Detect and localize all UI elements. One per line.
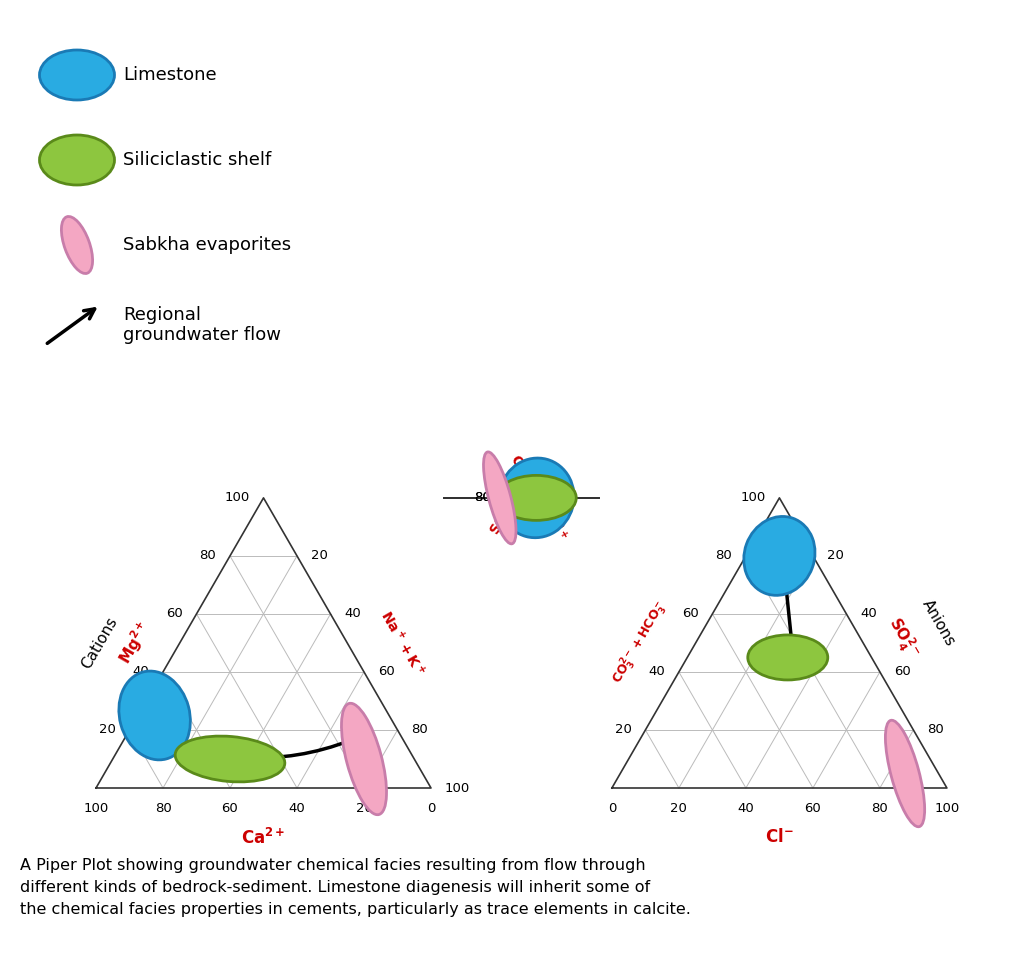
Text: $\mathbf{SO_4^{2-} + Cl^-}$: $\mathbf{SO_4^{2-} + Cl^-}$ — [484, 455, 546, 540]
Text: $\mathbf{Ca^{2+} + Mg^{2+}}$: $\mathbf{Ca^{2+} + Mg^{2+}}$ — [504, 451, 571, 545]
Text: 20: 20 — [506, 491, 523, 505]
Ellipse shape — [61, 217, 92, 273]
Text: 40: 40 — [521, 491, 539, 505]
Ellipse shape — [175, 736, 285, 782]
Text: 20: 20 — [614, 723, 632, 737]
Text: 40: 40 — [505, 491, 521, 505]
Text: Limestone: Limestone — [123, 66, 217, 84]
Text: $\mathbf{Na^+ + K^+}$: $\mathbf{Na^+ + K^+}$ — [377, 608, 428, 679]
Text: Cations: Cations — [79, 614, 121, 671]
Text: 80: 80 — [928, 723, 944, 737]
Text: 80: 80 — [715, 550, 732, 562]
Text: 100: 100 — [740, 491, 765, 505]
Text: $\mathbf{Mg^{2+}}$: $\mathbf{Mg^{2+}}$ — [114, 618, 156, 668]
Text: 20: 20 — [520, 491, 537, 505]
Text: 20: 20 — [827, 550, 844, 562]
Text: 100: 100 — [83, 802, 109, 815]
Ellipse shape — [40, 135, 115, 185]
Text: $\mathbf{Cl^{-}}$: $\mathbf{Cl^{-}}$ — [765, 828, 794, 846]
Text: 60: 60 — [489, 491, 506, 505]
Text: 60: 60 — [682, 608, 698, 620]
Text: 100: 100 — [224, 491, 250, 505]
Text: $\mathbf{CO_3^{2-} + HCO_3^-}$: $\mathbf{CO_3^{2-} + HCO_3^-}$ — [608, 598, 673, 689]
Text: 40: 40 — [521, 491, 539, 505]
Text: 100: 100 — [509, 469, 535, 482]
Text: 80: 80 — [552, 491, 569, 505]
Text: 20: 20 — [355, 802, 373, 815]
Text: 100: 100 — [934, 802, 959, 815]
Ellipse shape — [341, 703, 386, 815]
Text: Siliciclastic shelf: Siliciclastic shelf — [123, 151, 271, 169]
Text: 100: 100 — [445, 782, 470, 794]
Text: 60: 60 — [894, 665, 910, 679]
Text: 60: 60 — [537, 491, 554, 505]
Text: 60: 60 — [489, 491, 506, 505]
Text: A Piper Plot showing groundwater chemical facies resulting from flow through
dif: A Piper Plot showing groundwater chemica… — [20, 858, 691, 918]
Text: 60: 60 — [221, 802, 239, 815]
Ellipse shape — [499, 458, 574, 537]
Ellipse shape — [40, 50, 115, 100]
Text: 80: 80 — [474, 491, 490, 505]
Ellipse shape — [886, 720, 925, 827]
Text: 20: 20 — [311, 550, 328, 562]
Text: 80: 80 — [200, 550, 216, 562]
Text: 0: 0 — [607, 802, 616, 815]
Text: 80: 80 — [412, 723, 428, 737]
Text: 20: 20 — [520, 491, 537, 505]
Text: 40: 40 — [289, 802, 305, 815]
Text: Regional
groundwater flow: Regional groundwater flow — [123, 305, 281, 345]
Ellipse shape — [119, 671, 190, 760]
Text: 20: 20 — [98, 723, 116, 737]
Text: 60: 60 — [537, 491, 554, 505]
Text: Sabkha evaporites: Sabkha evaporites — [123, 236, 291, 254]
Text: 40: 40 — [737, 802, 755, 815]
Text: 20: 20 — [671, 802, 687, 815]
Text: 60: 60 — [166, 608, 182, 620]
Text: 80: 80 — [871, 802, 888, 815]
Text: Anions: Anions — [919, 597, 957, 649]
Text: 40: 40 — [505, 491, 521, 505]
Ellipse shape — [743, 516, 815, 595]
Text: 60: 60 — [378, 665, 394, 679]
Text: 40: 40 — [860, 608, 878, 620]
Text: 80: 80 — [155, 802, 171, 815]
Text: $\mathbf{SO_4^{2-}}$: $\mathbf{SO_4^{2-}}$ — [883, 613, 924, 663]
Text: 20: 20 — [506, 491, 523, 505]
Ellipse shape — [748, 635, 827, 680]
Text: $\mathbf{Ca^{2+}}$: $\mathbf{Ca^{2+}}$ — [242, 828, 286, 848]
Text: 40: 40 — [648, 665, 665, 679]
Ellipse shape — [483, 452, 516, 544]
Text: 80: 80 — [552, 491, 569, 505]
Text: 0: 0 — [427, 802, 435, 815]
Ellipse shape — [497, 476, 577, 520]
Text: 40: 40 — [132, 665, 150, 679]
Text: 80: 80 — [474, 491, 490, 505]
Text: 40: 40 — [344, 608, 361, 620]
Text: 60: 60 — [805, 802, 821, 815]
